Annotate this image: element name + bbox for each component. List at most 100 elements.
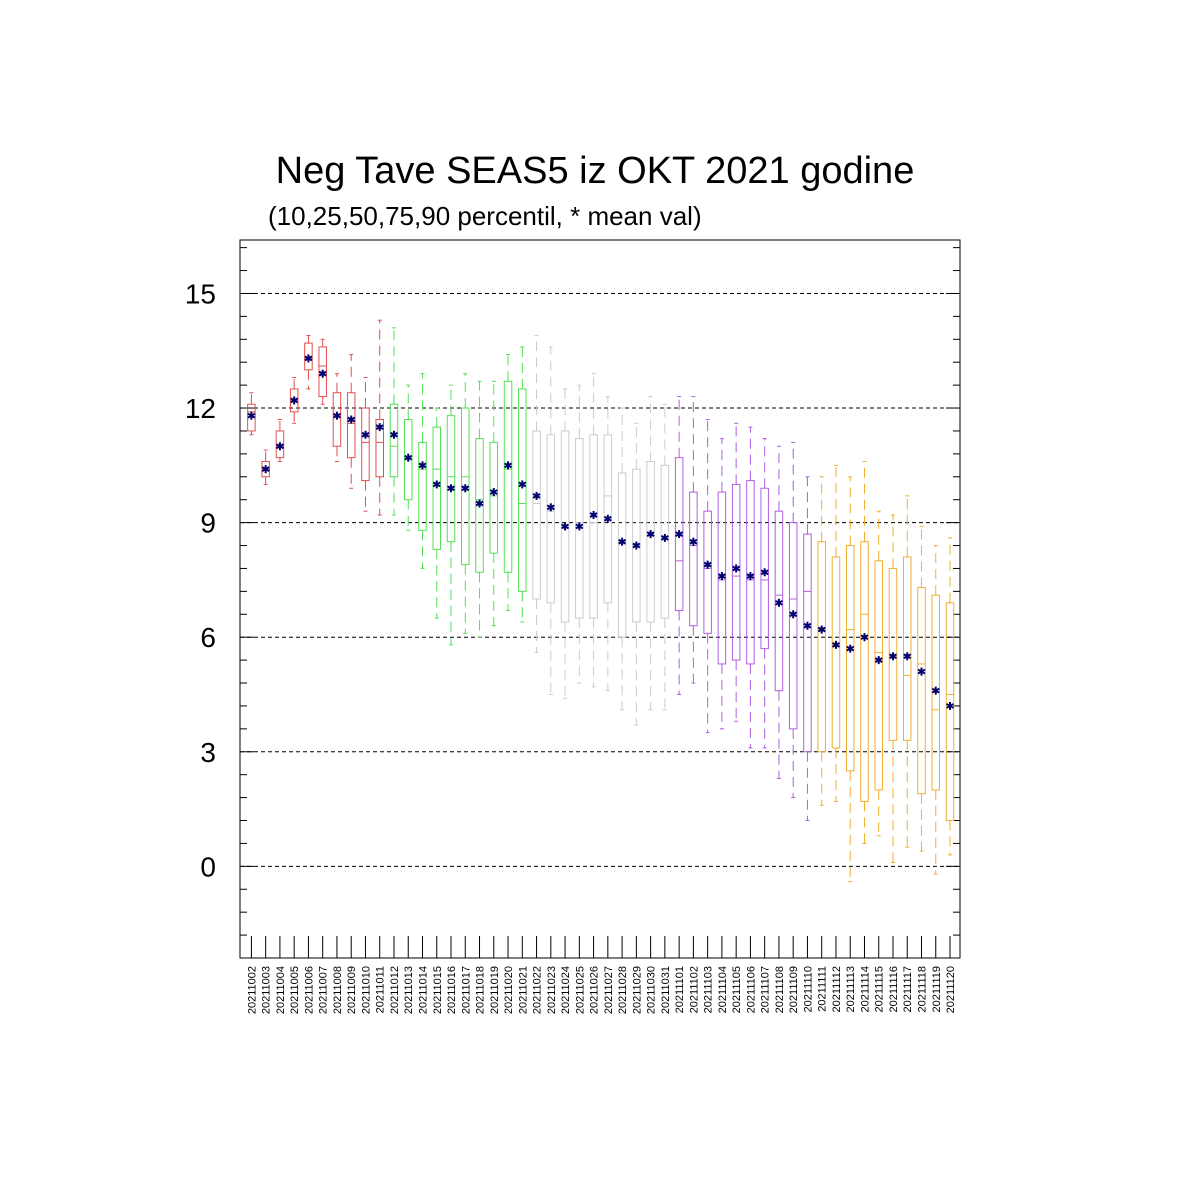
mean-marker: [418, 461, 427, 470]
x-tick-label: 20211002: [246, 966, 258, 1014]
mean-marker: [375, 423, 384, 432]
x-tick-label: 20211022: [532, 966, 544, 1014]
mean-marker-stroke: [504, 462, 513, 469]
box-iqr: [917, 587, 926, 795]
x-tick-label: 20211110: [802, 966, 814, 1013]
mean-marker: [703, 560, 712, 569]
mean-marker: [760, 568, 769, 577]
mean-marker: [746, 572, 755, 581]
mean-marker: [831, 640, 840, 649]
x-tick-label: 20211019: [489, 966, 501, 1014]
mean-marker-stroke: [589, 512, 598, 518]
mean-marker-stroke: [646, 531, 655, 537]
box-iqr: [731, 483, 741, 661]
mean-marker-stroke: [603, 515, 612, 522]
mean-marker-stroke: [860, 634, 869, 641]
x-tick-label: 20211028: [617, 966, 629, 1014]
mean-markers: [247, 354, 955, 710]
mean-marker: [290, 396, 299, 405]
mean-marker: [475, 499, 484, 508]
y-tick-label: 9: [200, 508, 216, 539]
mean-marker-stroke: [803, 622, 812, 629]
mean-marker-stroke: [703, 561, 712, 568]
box-iqr: [304, 342, 313, 371]
boxes: [247, 319, 955, 883]
x-tick-label: 20211021: [517, 966, 529, 1014]
x-tick-label: 20211119: [931, 966, 943, 1013]
mean-marker-stroke: [732, 565, 741, 572]
x-tick-label: 20211115: [874, 966, 886, 1013]
mean-marker-stroke: [888, 653, 897, 660]
chart-subtitle: (10,25,50,75,90 percentil, * mean val): [268, 201, 702, 231]
x-tick-label: 20211024: [560, 966, 572, 1014]
x-tick-label: 20211116: [888, 966, 900, 1013]
box-iqr: [717, 491, 727, 665]
x-tick-label: 20211029: [631, 966, 643, 1014]
mean-marker-stroke: [546, 504, 555, 511]
box-iqr: [660, 464, 670, 619]
mean-marker-stroke: [304, 355, 313, 362]
plot-frame: [239, 239, 961, 959]
mean-marker-stroke: [846, 645, 855, 652]
grid-lines: [240, 292, 960, 867]
box-iqr: [888, 567, 898, 741]
mean-marker-stroke: [247, 412, 256, 419]
mean-marker-stroke: [760, 569, 769, 576]
box-iqr: [689, 491, 698, 627]
x-tick-label: 20211023: [546, 966, 558, 1014]
box-iqr: [461, 407, 470, 566]
box-iqr: [817, 541, 826, 753]
mean-marker: [632, 541, 641, 550]
mean-marker: [347, 415, 356, 424]
box-iqr: [945, 602, 955, 822]
box-iqr: [703, 510, 712, 634]
mean-marker-stroke: [675, 531, 684, 537]
mean-marker: [903, 652, 912, 661]
box-iqr: [546, 434, 556, 604]
mean-marker-stroke: [575, 523, 584, 530]
mean-marker: [532, 491, 541, 500]
mean-marker-stroke: [261, 466, 270, 473]
mean-marker-stroke: [290, 397, 299, 404]
box-iqr: [674, 457, 684, 611]
mean-marker-stroke: [903, 653, 912, 660]
x-tick-label: 20211112: [831, 966, 843, 1013]
chart-title: Neg Tave SEAS5 iz OKT 2021 godine: [275, 150, 915, 192]
x-tick-label: 20211003: [261, 966, 273, 1014]
box-iqr: [860, 541, 869, 802]
mean-marker: [404, 453, 413, 462]
mean-marker: [275, 442, 284, 451]
box-iqr: [389, 403, 399, 478]
mean-marker: [689, 537, 698, 546]
x-tick-label: 20211030: [646, 966, 658, 1014]
box-iqr: [275, 430, 285, 459]
mean-marker-stroke: [817, 626, 826, 633]
x-tick-label: 20211027: [603, 966, 615, 1014]
box-iqr: [403, 419, 413, 501]
mean-marker: [846, 644, 855, 653]
x-tick-label: 20211006: [303, 966, 315, 1014]
box-iqr: [247, 403, 256, 432]
mean-marker: [874, 656, 883, 665]
mean-marker-stroke: [418, 462, 427, 469]
x-tick-label: 20211102: [688, 966, 700, 1013]
y-axis: 0 3 6 9 12 15: [185, 247, 960, 959]
mean-marker-stroke: [275, 443, 284, 450]
box-iqr: [503, 380, 513, 573]
box-iqr: [361, 407, 370, 482]
x-tick-label: 20211108: [774, 966, 786, 1013]
y-tick-label: 12: [185, 393, 216, 424]
box-iqr: [589, 434, 598, 619]
x-tick-label: 20211017: [460, 966, 472, 1014]
mean-marker: [732, 564, 741, 573]
mean-marker: [717, 572, 726, 581]
x-tick-label: 20211101: [674, 966, 686, 1013]
x-tick-label: 20211013: [403, 966, 415, 1014]
mean-marker-stroke: [660, 535, 669, 541]
box-iqr: [831, 556, 841, 749]
x-tick-label: 20211105: [731, 966, 743, 1013]
mean-marker-stroke: [746, 573, 755, 579]
box-iqr: [489, 441, 499, 554]
x-tick-label: 20211118: [917, 966, 929, 1013]
y-tick-label: 15: [185, 278, 216, 309]
